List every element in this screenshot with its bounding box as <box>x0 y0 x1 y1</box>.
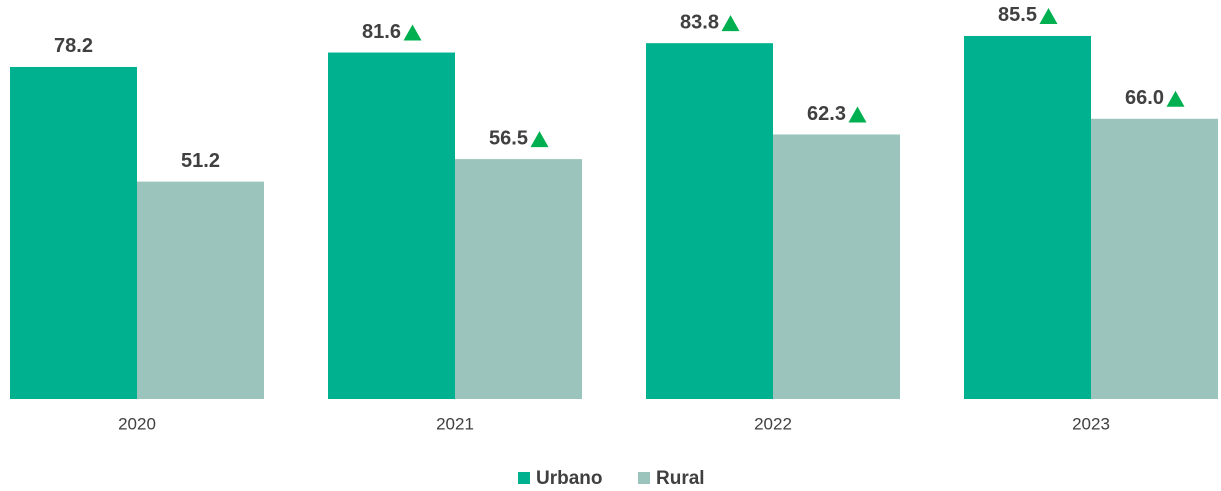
value-label: 78.2 <box>54 35 93 57</box>
increase-marker <box>848 106 867 123</box>
x-tick-label: 2023 <box>1072 414 1110 433</box>
legend-label: Urbano <box>536 468 603 489</box>
bar <box>964 35 1091 399</box>
increase-marker <box>1166 90 1185 107</box>
value-label: 66.0 <box>1125 87 1164 109</box>
increase-marker <box>530 131 549 148</box>
bar <box>773 134 900 400</box>
bar <box>328 52 455 400</box>
bar <box>646 43 773 399</box>
value-label: 85.5 <box>998 4 1037 26</box>
increase-marker <box>1039 7 1058 24</box>
x-tick-label: 2020 <box>118 414 156 433</box>
legend-label: Rural <box>656 468 705 489</box>
bar <box>10 66 137 399</box>
value-label: 51.2 <box>181 150 220 172</box>
increase-marker <box>403 24 422 41</box>
legend-swatch <box>638 472 650 484</box>
value-label: 56.5 <box>489 127 528 149</box>
x-tick-label: 2021 <box>436 414 474 433</box>
value-label: 83.8 <box>680 11 719 33</box>
value-label: 62.3 <box>807 103 846 125</box>
bar <box>1091 118 1218 399</box>
increase-marker <box>721 15 740 32</box>
bar <box>455 159 582 399</box>
x-tick-label: 2022 <box>754 414 792 433</box>
value-label: 81.6 <box>362 21 401 43</box>
legend-swatch <box>518 472 530 484</box>
bar <box>137 181 264 399</box>
